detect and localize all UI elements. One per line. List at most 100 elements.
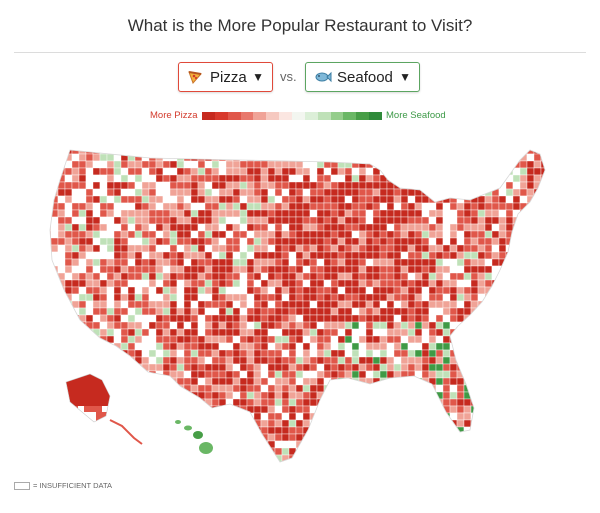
county-cell	[366, 140, 373, 147]
county-cell	[421, 237, 430, 246]
seafood-selector[interactable]: Seafood ▼	[305, 62, 420, 92]
county-cell	[505, 279, 514, 288]
county-cell	[134, 370, 143, 379]
county-cell	[337, 419, 346, 428]
county-cell	[84, 382, 90, 388]
county-cell	[57, 398, 66, 407]
county-cell	[393, 251, 402, 260]
county-cell	[148, 237, 157, 246]
county-cell	[533, 265, 542, 274]
county-cell	[526, 370, 535, 379]
county-cell	[218, 447, 227, 456]
county-cell	[302, 174, 311, 183]
county-cell	[344, 160, 353, 169]
county-cell	[246, 335, 255, 344]
county-cell	[442, 251, 451, 260]
county-cell	[505, 216, 514, 225]
county-cell	[555, 252, 562, 259]
county-cell	[50, 265, 52, 274]
county-cell	[141, 216, 150, 225]
pizza-selector[interactable]: Pizza ▼	[178, 62, 273, 92]
county-cell	[337, 300, 346, 309]
county-cell	[548, 469, 555, 470]
county-cell	[435, 167, 444, 176]
county-cell	[540, 377, 545, 386]
county-cell	[379, 405, 388, 414]
county-cell	[225, 440, 234, 449]
county-cell	[526, 279, 535, 288]
county-cell	[351, 447, 360, 456]
county-cell	[302, 188, 311, 197]
county-cell	[148, 167, 157, 176]
county-cell	[386, 412, 395, 421]
county-cell	[533, 370, 542, 379]
county-cell	[232, 377, 241, 386]
county-cell	[169, 167, 178, 176]
county-cell	[421, 349, 430, 358]
county-cell	[309, 426, 318, 435]
county-cell	[526, 349, 535, 358]
county-cell	[197, 342, 206, 351]
county-cell	[330, 433, 339, 442]
county-cell	[555, 392, 562, 399]
county-cell	[99, 342, 108, 351]
county-cell	[260, 321, 269, 330]
county-cell	[527, 469, 534, 470]
county-cell	[365, 209, 374, 218]
county-cell	[540, 307, 545, 316]
county-cell	[540, 405, 545, 414]
county-cell	[92, 272, 101, 281]
county-cell	[260, 356, 269, 365]
county-cell	[169, 314, 178, 323]
county-cell	[337, 398, 346, 407]
county-cell	[253, 174, 262, 183]
county-cell	[302, 307, 311, 316]
county-cell	[393, 244, 402, 253]
county-cell	[442, 461, 451, 462]
county-cell	[225, 412, 234, 421]
county-cell	[113, 454, 122, 462]
county-cell	[470, 342, 479, 351]
county-cell	[281, 265, 290, 274]
county-cell	[162, 237, 171, 246]
county-cell	[253, 209, 262, 218]
county-cell	[30, 196, 37, 203]
county-cell	[407, 286, 416, 295]
county-cell	[449, 370, 458, 379]
county-cell	[344, 181, 353, 190]
county-cell	[85, 300, 94, 309]
county-cell	[295, 461, 304, 462]
county-cell	[225, 426, 234, 435]
county-cell	[162, 398, 171, 407]
county-cell	[169, 363, 178, 372]
county-cell	[92, 321, 101, 330]
county-cell	[155, 237, 164, 246]
county-cell	[323, 461, 332, 462]
county-cell	[400, 279, 409, 288]
county-cell	[239, 440, 248, 449]
county-cell	[113, 174, 122, 183]
county-cell	[281, 426, 290, 435]
county-cell	[169, 202, 178, 211]
county-cell	[85, 174, 94, 183]
legend-swatch	[279, 112, 293, 120]
county-cell	[176, 363, 185, 372]
county-cell	[155, 461, 164, 462]
county-cell	[365, 419, 374, 428]
county-cell	[71, 328, 80, 337]
county-cell	[330, 405, 339, 414]
county-cell	[225, 433, 234, 442]
county-cell	[421, 300, 430, 309]
county-cell	[260, 244, 269, 253]
county-cell	[211, 461, 220, 462]
county-cell	[30, 245, 37, 252]
county-cell	[351, 356, 360, 365]
county-cell	[211, 426, 220, 435]
county-cell	[288, 412, 297, 421]
county-cell	[436, 140, 443, 147]
county-cell	[491, 167, 500, 176]
county-cell	[232, 286, 241, 295]
county-cell	[148, 223, 157, 232]
county-cell	[569, 273, 570, 280]
county-cell	[317, 469, 324, 470]
